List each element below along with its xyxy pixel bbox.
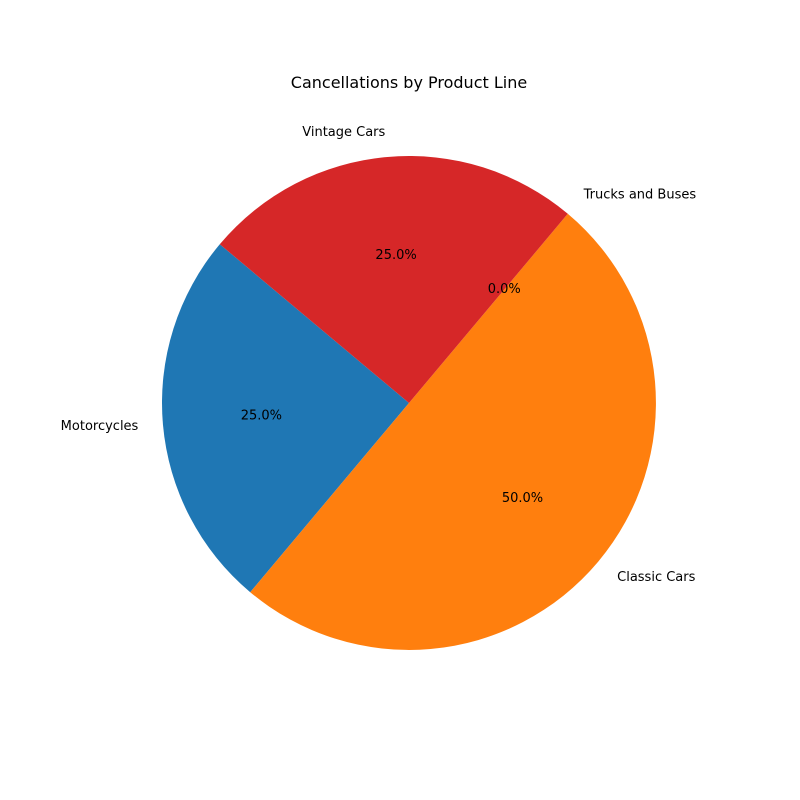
slice-motorcycles	[161, 244, 409, 593]
chart-title: Cancellations by Product Line	[291, 73, 527, 92]
pct-motorcycles: 25.0%	[241, 408, 282, 423]
slice-classic-cars	[250, 213, 656, 650]
slice-vintage-cars	[219, 156, 568, 403]
label-trucks-and-buses: Trucks and Buses	[583, 187, 697, 202]
pct-trucks-and-buses: 0.0%	[488, 282, 521, 297]
label-motorcycles: Motorcycles	[61, 419, 139, 434]
pct-classic-cars: 50.0%	[502, 491, 543, 506]
pie-slices	[161, 156, 656, 650]
label-vintage-cars: Vintage Cars	[302, 125, 385, 140]
label-classic-cars: Classic Cars	[617, 570, 695, 585]
pct-vintage-cars: 25.0%	[375, 248, 416, 263]
pie-labels: Motorcycles 25.0% Classic Cars 50.0% Trucks …	[61, 125, 697, 585]
